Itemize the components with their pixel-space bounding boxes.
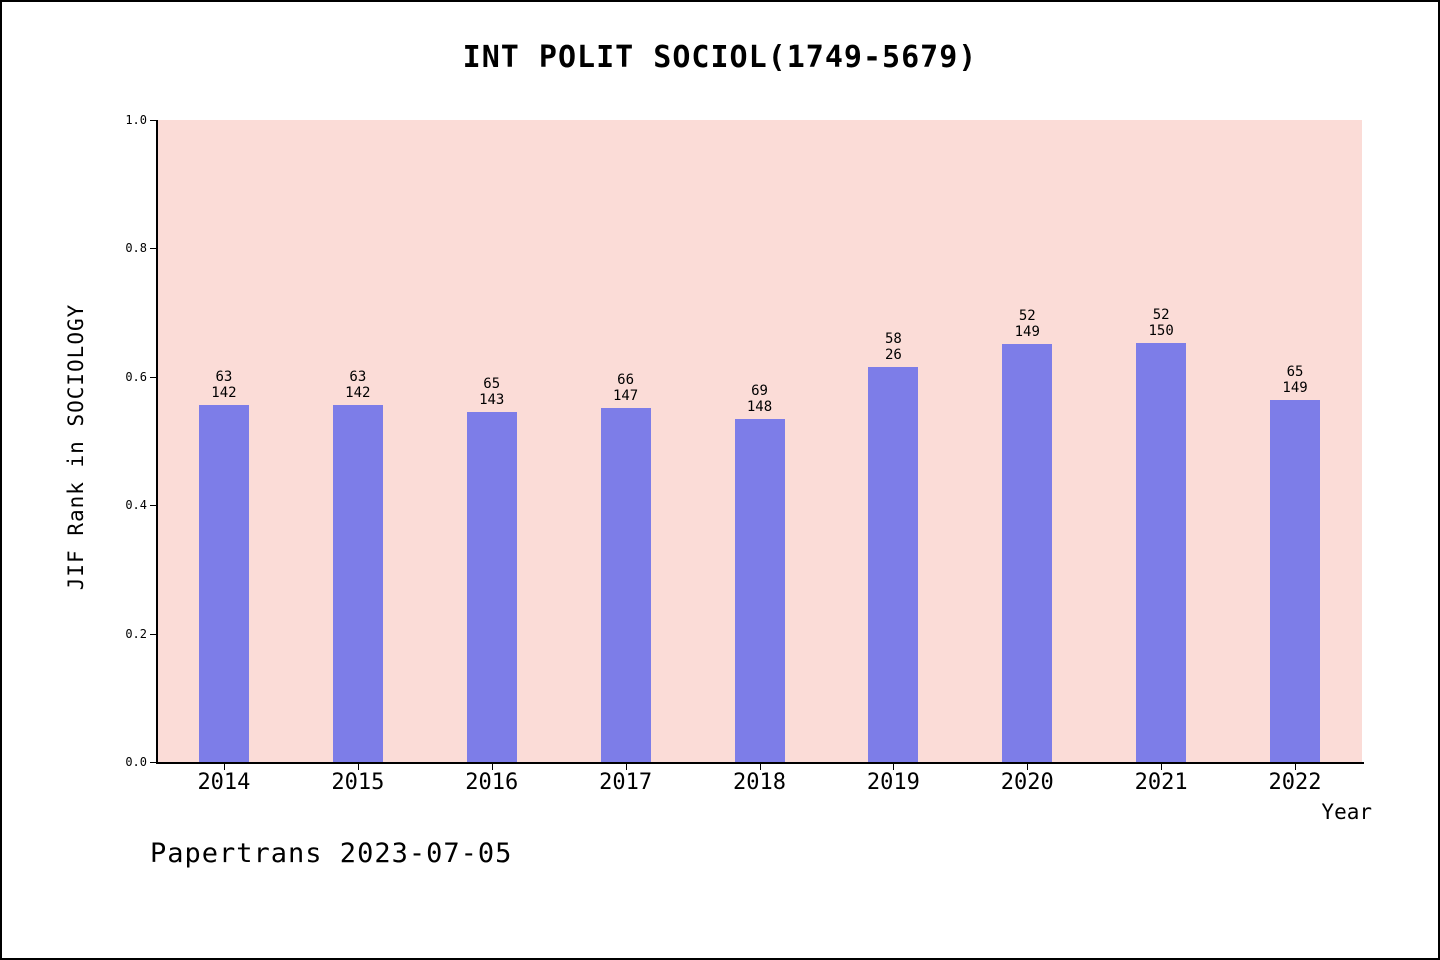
x-tick-mark: [1161, 762, 1163, 770]
bar-2022: [1270, 399, 1321, 762]
y-tick-label-0.2: 0.2: [125, 626, 147, 641]
bar-label-line: 149: [1282, 379, 1308, 396]
bar-value-label-2014: 63 142: [179, 369, 269, 401]
x-tick-mark: [223, 762, 225, 770]
y-tick-label-0.6: 0.6: [125, 369, 147, 384]
y-tick-mark: [150, 505, 157, 507]
x-tick-label-2016: 2016: [465, 770, 519, 795]
y-tick-mark: [150, 248, 157, 250]
bar-2015: [332, 405, 383, 762]
bar-label-line: 26: [884, 347, 902, 364]
bar-2020: [1002, 344, 1053, 762]
x-tick-label-2022: 2022: [1268, 770, 1322, 795]
x-tick-label-2017: 2017: [599, 770, 653, 795]
bar-label-line: 143: [479, 392, 505, 409]
y-tick-label-0.8: 0.8: [125, 241, 147, 256]
bar-label-line: 65: [483, 376, 501, 393]
plot-area: 63 142 63 142 65 143 66 147 69 148 58 26 52 149 52 150 6…: [157, 120, 1362, 762]
bar-value-label-2018: 69 148: [715, 383, 805, 415]
x-tick-mark: [759, 762, 761, 770]
y-axis-line: [156, 120, 158, 764]
bar-label-line: 142: [345, 385, 371, 402]
bar-label-line: 52: [1018, 308, 1036, 325]
bar-value-label-2017: 66 147: [581, 372, 671, 404]
bar-value-label-2022: 65 149: [1250, 364, 1340, 396]
bar-2019: [868, 367, 919, 762]
bar-label-line: 65: [1286, 363, 1304, 380]
bar-label-line: 58: [884, 331, 902, 348]
x-tick-mark: [625, 762, 627, 770]
y-tick-mark: [150, 120, 157, 121]
x-tick-label-2021: 2021: [1134, 770, 1188, 795]
bar-label-line: 149: [1014, 324, 1040, 341]
bar-label-line: 52: [1152, 306, 1170, 323]
bar-value-label-2020: 52 149: [982, 308, 1072, 340]
x-tick-label-2020: 2020: [1000, 770, 1054, 795]
x-axis-label: Year: [1321, 800, 1372, 824]
x-tick-mark: [1027, 762, 1029, 770]
bar-2014: [198, 405, 249, 762]
x-tick-mark: [1295, 762, 1297, 770]
x-tick-label-2019: 2019: [866, 770, 920, 795]
y-tick-label-1.0: 1.0: [125, 113, 147, 127]
y-tick-mark: [150, 633, 157, 635]
bar-label-line: 66: [617, 372, 635, 389]
y-tick-label-0.0: 0.0: [125, 755, 147, 769]
y-tick-mark: [150, 762, 157, 763]
bar-label-line: 69: [751, 383, 768, 400]
bar-2016: [466, 412, 517, 762]
bar-2021: [1136, 342, 1187, 762]
bar-label-line: 63: [349, 369, 367, 386]
x-tick-label-2015: 2015: [331, 770, 385, 795]
x-tick-mark: [491, 762, 493, 770]
bar-label-line: 63: [215, 369, 233, 386]
y-axis-label: JIF Rank in SOCIOLOGY: [64, 303, 88, 591]
bar-value-label-2019: 58 26: [848, 331, 938, 363]
bar-2018: [734, 419, 785, 762]
y-tick-mark: [150, 376, 157, 378]
x-tick-label-2014: 2014: [197, 770, 251, 795]
bar-label-line: 147: [612, 388, 639, 405]
x-tick-mark: [357, 762, 359, 770]
x-tick-label-2018: 2018: [733, 770, 786, 795]
x-tick-mark: [893, 762, 895, 770]
bar-2017: [600, 408, 651, 762]
bar-value-label-2016: 65 143: [447, 376, 537, 408]
bar-label-line: 150: [1148, 322, 1174, 339]
chart-title: INT POLIT SOCIOL(1749-5679): [462, 40, 978, 75]
bar-value-label-2015: 63 142: [313, 369, 403, 401]
bar-label-line: 148: [746, 399, 773, 416]
bar-label-line: 142: [211, 385, 237, 402]
footer-text: Papertrans 2023-07-05: [150, 838, 513, 869]
y-tick-label-0.4: 0.4: [125, 498, 147, 513]
bar-value-label-2021: 52 150: [1116, 307, 1206, 339]
